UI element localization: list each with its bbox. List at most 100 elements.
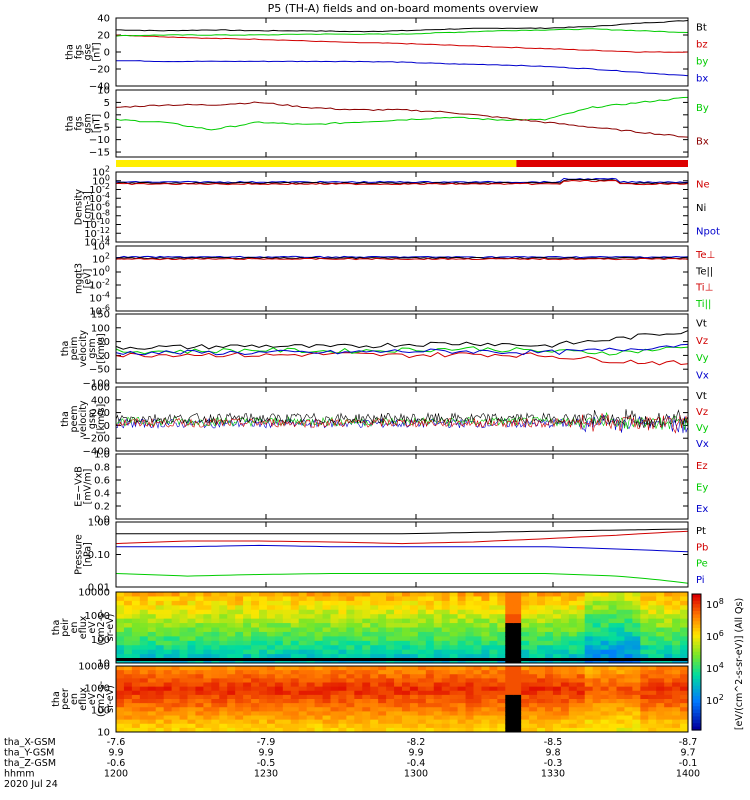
spec-cell	[592, 631, 602, 637]
series-bx	[115, 101, 689, 138]
spec-cell	[648, 690, 657, 696]
spec-cell	[203, 614, 212, 620]
spec-cell	[545, 618, 554, 624]
spec-cell	[576, 670, 586, 675]
spec-cell	[362, 649, 371, 655]
spec-cell	[489, 636, 498, 642]
spec-cell	[632, 699, 641, 704]
spec-cell	[227, 649, 236, 655]
spec-cell	[211, 723, 220, 729]
spec-cell	[171, 719, 181, 725]
spec-cell	[640, 678, 649, 684]
spec-cell	[560, 670, 570, 675]
spec-cell	[433, 719, 443, 725]
spec-cell	[147, 682, 157, 688]
spec-cell	[608, 627, 617, 633]
spec-cell	[640, 699, 649, 704]
spec-cell	[298, 636, 308, 642]
spec-cell	[624, 640, 633, 646]
spec-cell	[394, 640, 403, 646]
spec-cell	[116, 711, 125, 717]
spec-cell	[259, 592, 268, 597]
spec-cell	[632, 690, 641, 696]
spec-cell	[449, 623, 459, 628]
spec-cell	[584, 636, 594, 642]
spec-cell	[433, 703, 443, 708]
spec-cell	[298, 727, 308, 733]
spec-cell	[314, 707, 324, 712]
spec-cell	[282, 649, 292, 655]
spec-cell	[259, 674, 268, 679]
spec-cell	[282, 686, 292, 692]
spec-cell	[600, 723, 610, 729]
spec-cell	[179, 645, 188, 651]
spec-cell	[378, 694, 387, 700]
colorbar-frame	[691, 593, 702, 731]
spec-cell	[632, 703, 641, 708]
spec-cell	[545, 682, 554, 688]
spec-cell	[338, 658, 347, 664]
spec-cell	[386, 605, 395, 611]
spec-cell	[481, 592, 490, 597]
spec-cell	[640, 605, 649, 611]
spec-cell	[473, 674, 482, 679]
spec-cell	[346, 640, 355, 646]
spec-cell	[680, 636, 689, 642]
spec-cell	[600, 640, 610, 646]
spec-cell	[402, 723, 411, 729]
spec-cell	[449, 690, 459, 696]
spec-cell	[274, 707, 284, 712]
spec-cell	[584, 609, 594, 615]
spec-cell	[306, 686, 316, 692]
spec-cell	[290, 658, 300, 664]
spec-cell	[473, 666, 482, 671]
spec-cell	[314, 645, 324, 651]
spec-cell	[425, 609, 435, 615]
spec-cell	[545, 623, 554, 628]
spec-cell	[576, 592, 586, 597]
spec-cell	[545, 600, 554, 606]
spec-cell	[584, 678, 594, 684]
spec-cell	[274, 614, 284, 620]
spec-cell	[227, 609, 236, 615]
spec-cell	[441, 600, 451, 606]
spec-cell	[386, 703, 395, 708]
spec-cell	[465, 649, 474, 655]
spec-cell	[481, 605, 490, 611]
spec-cell	[592, 592, 602, 597]
spec-cell	[433, 715, 443, 721]
spec-cell	[576, 686, 586, 692]
spec-cell	[537, 711, 546, 717]
spec-cell	[370, 627, 379, 633]
spec-cell	[259, 658, 268, 664]
spec-cell	[131, 645, 141, 651]
spec-cell	[505, 674, 514, 679]
spec-cell	[449, 723, 459, 729]
panel-peim-velocity: thapeimvelocitygsm[km/s]150100500−50−100…	[60, 310, 709, 390]
spec-cell	[465, 640, 474, 646]
spec-cell	[259, 645, 268, 651]
spec-cell	[314, 592, 324, 597]
spec-cell	[489, 666, 498, 671]
spec-cell	[545, 592, 554, 597]
spec-cell	[306, 618, 316, 624]
spec-cell	[274, 699, 284, 704]
spec-cell	[147, 727, 157, 733]
footer-value: 9.8	[545, 748, 560, 759]
spec-cell	[560, 719, 570, 725]
spec-cell	[521, 711, 530, 717]
spec-cell	[576, 690, 586, 696]
spec-cell	[378, 707, 387, 712]
spectrogram-peir	[115, 591, 689, 664]
spec-cell	[545, 690, 554, 696]
panel-ylabel: velocity	[78, 400, 89, 438]
spec-cell	[251, 703, 260, 708]
spec-cell	[179, 682, 188, 688]
spec-cell	[362, 682, 371, 688]
spec-cell	[386, 678, 395, 684]
spec-cell	[505, 694, 514, 700]
spec-cell	[251, 686, 260, 692]
spec-cell	[497, 723, 506, 729]
spec-cell	[616, 609, 625, 615]
spec-cell	[179, 640, 188, 646]
